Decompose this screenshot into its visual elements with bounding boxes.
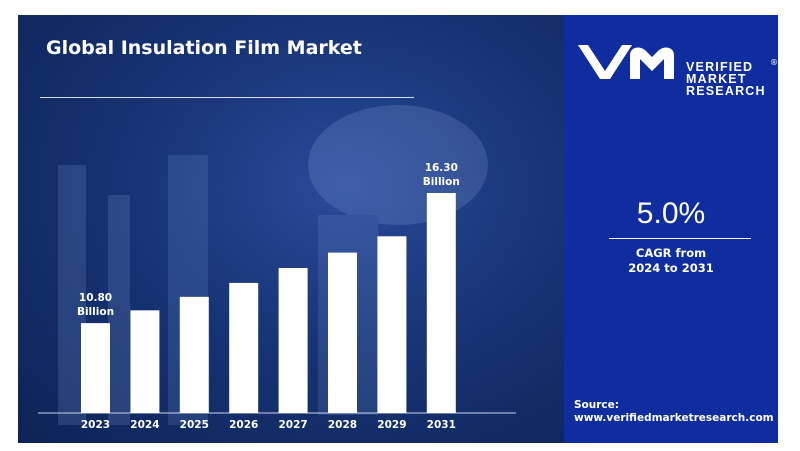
x-tick-2026: 2026 — [229, 419, 258, 431]
info-panel: VERIFIED MARKET RESEARCH ® 5.0% CAGR fro… — [564, 15, 778, 443]
source-url[interactable]: www.verifiedmarketresearch.com — [574, 412, 774, 424]
x-tick-2028: 2028 — [328, 419, 357, 431]
source-note: Source: www.verifiedmarketresearch.com — [574, 399, 774, 425]
infographic-card: 2023 2024 2025 2026 2027 2028 2029 2031 10.80 Bil… — [18, 15, 778, 443]
x-tick-2029: 2029 — [377, 419, 406, 431]
data-label-unit-2023: Billion — [77, 306, 114, 318]
data-label-value-2023: 10.80 — [79, 292, 112, 304]
bar-chart: 2023 2024 2025 2026 2027 2028 2029 2031 10.80 Bil… — [38, 162, 516, 431]
bar-2027 — [278, 267, 308, 413]
x-tick-2023: 2023 — [81, 419, 110, 431]
cagr-label-line-2: 2024 to 2031 — [628, 261, 714, 275]
title-divider — [40, 97, 414, 98]
data-label-value-2031: 16.30 — [425, 162, 458, 174]
source-label: Source: — [574, 399, 619, 411]
bar-2031 — [426, 193, 456, 413]
brand-logo: VERIFIED MARKET RESEARCH ® — [574, 37, 778, 97]
registered-mark: ® — [770, 58, 778, 67]
chart-panel: 2023 2024 2025 2026 2027 2028 2029 2031 10.80 Bil… — [18, 15, 564, 443]
cagr-divider — [609, 238, 751, 239]
bar-2025 — [179, 296, 209, 413]
vmr-logo-icon — [578, 45, 674, 79]
cagr-label-line-1: CAGR from — [635, 246, 707, 260]
x-tick-2031: 2031 — [427, 419, 456, 431]
bar-2029 — [377, 236, 407, 413]
data-label-unit-2031: Billion — [423, 176, 460, 188]
chart-title: Global Insulation Film Market — [46, 37, 362, 59]
brand-name: VERIFIED MARKET RESEARCH — [686, 60, 766, 98]
bar-2024 — [130, 310, 160, 413]
x-tick-2025: 2025 — [180, 419, 209, 431]
brand-line-2: MARKET — [686, 72, 747, 86]
x-tick-2027: 2027 — [278, 419, 307, 431]
bar-2023 — [81, 323, 110, 413]
brand-line-1: VERIFIED — [686, 60, 754, 74]
brand-line-3: RESEARCH — [686, 84, 766, 98]
x-tick-2024: 2024 — [130, 419, 159, 431]
bar-2028 — [328, 252, 357, 413]
cagr-label: CAGR from 2024 to 2031 — [564, 246, 778, 276]
cagr-value: 5.0% — [636, 197, 706, 230]
bar-2026 — [229, 282, 259, 413]
